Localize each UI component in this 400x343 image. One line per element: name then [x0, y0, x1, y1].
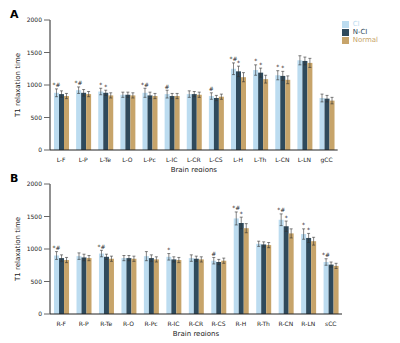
svg-text:R-IC: R-IC [168, 320, 180, 327]
svg-text:L-Th: L-Th [254, 156, 267, 163]
svg-text:T1 relaxation time: T1 relaxation time [14, 53, 22, 118]
svg-text:*: * [307, 226, 310, 233]
svg-text:L-Pc: L-Pc [143, 156, 155, 163]
html-text:CI: CI [352, 20, 360, 28]
svg-text:Brain regions: Brain regions [173, 330, 220, 336]
svg-text:*: * [237, 59, 240, 66]
svg-text:L-CN: L-CN [275, 156, 289, 163]
svg-text:R-Pc: R-Pc [145, 320, 158, 327]
svg-text:1500: 1500 [27, 49, 42, 56]
svg-text:L-IC: L-IC [166, 156, 177, 163]
svg-text:*: * [240, 210, 243, 217]
svg-text:1000: 1000 [27, 245, 42, 252]
svg-text:*: * [254, 57, 257, 64]
svg-text:1000: 1000 [27, 81, 42, 88]
svg-text:sCC: sCC [325, 320, 337, 327]
svg-text:R-LN: R-LN [301, 320, 315, 327]
svg-text:*: * [285, 214, 288, 221]
svg-text:L-P: L-P [79, 156, 88, 163]
svg-text:*#: *# [53, 244, 61, 251]
svg-text:*: * [302, 221, 305, 228]
svg-text:1500: 1500 [27, 213, 42, 220]
svg-text:*: * [259, 61, 262, 68]
svg-text:L-LN: L-LN [298, 156, 311, 163]
svg-text:L-Te: L-Te [100, 156, 111, 163]
svg-text:R-O: R-O [123, 320, 134, 327]
svg-text:#: # [165, 83, 170, 90]
svg-text:*: * [276, 63, 279, 70]
svg-text:L-F: L-F [57, 156, 66, 163]
svg-text:500: 500 [31, 278, 43, 285]
svg-text:*: * [104, 83, 107, 90]
svg-text:0: 0 [38, 310, 42, 317]
svg-text:#: # [209, 85, 214, 92]
html-text:A: A [10, 8, 19, 21]
html-text:Normal: Normal [352, 36, 378, 44]
svg-text:R-H: R-H [236, 320, 247, 327]
svg-text:*#: *# [75, 79, 83, 86]
svg-text:R-Te: R-Te [100, 320, 112, 327]
svg-text:R-F: R-F [56, 320, 66, 327]
svg-text:2000: 2000 [27, 16, 42, 23]
svg-text:500: 500 [31, 114, 43, 121]
svg-text:L-H: L-H [233, 156, 243, 163]
svg-text:R-P: R-P [79, 320, 89, 327]
svg-text:R-CS: R-CS [211, 320, 225, 327]
svg-text:0: 0 [38, 146, 42, 153]
svg-text:T1 relaxation time: T1 relaxation time [14, 217, 22, 282]
svg-text:*#: *# [97, 243, 105, 250]
svg-text:*: * [281, 64, 284, 71]
svg-text:*#: *# [141, 81, 149, 88]
svg-text:*#: *# [322, 251, 330, 258]
svg-text:2000: 2000 [27, 180, 42, 187]
svg-text:*: * [99, 81, 102, 88]
svg-text:Brain regions: Brain regions [171, 166, 218, 172]
svg-text:gCC: gCC [321, 156, 333, 164]
html-text:B: B [10, 172, 19, 185]
svg-text:#: # [211, 250, 216, 257]
svg-text:*#: *# [52, 81, 60, 88]
svg-text:*#: *# [277, 206, 285, 213]
html-text:N-CI: N-CI [352, 28, 368, 36]
svg-text:L-O: L-O [122, 156, 133, 163]
svg-text:*: * [167, 246, 170, 253]
svg-text:L-CS: L-CS [209, 156, 223, 163]
svg-text:R-Th: R-Th [257, 320, 270, 327]
svg-text:R-CR: R-CR [189, 320, 203, 327]
svg-text:R-CN: R-CN [278, 320, 293, 327]
svg-text:L-CR: L-CR [187, 156, 201, 163]
